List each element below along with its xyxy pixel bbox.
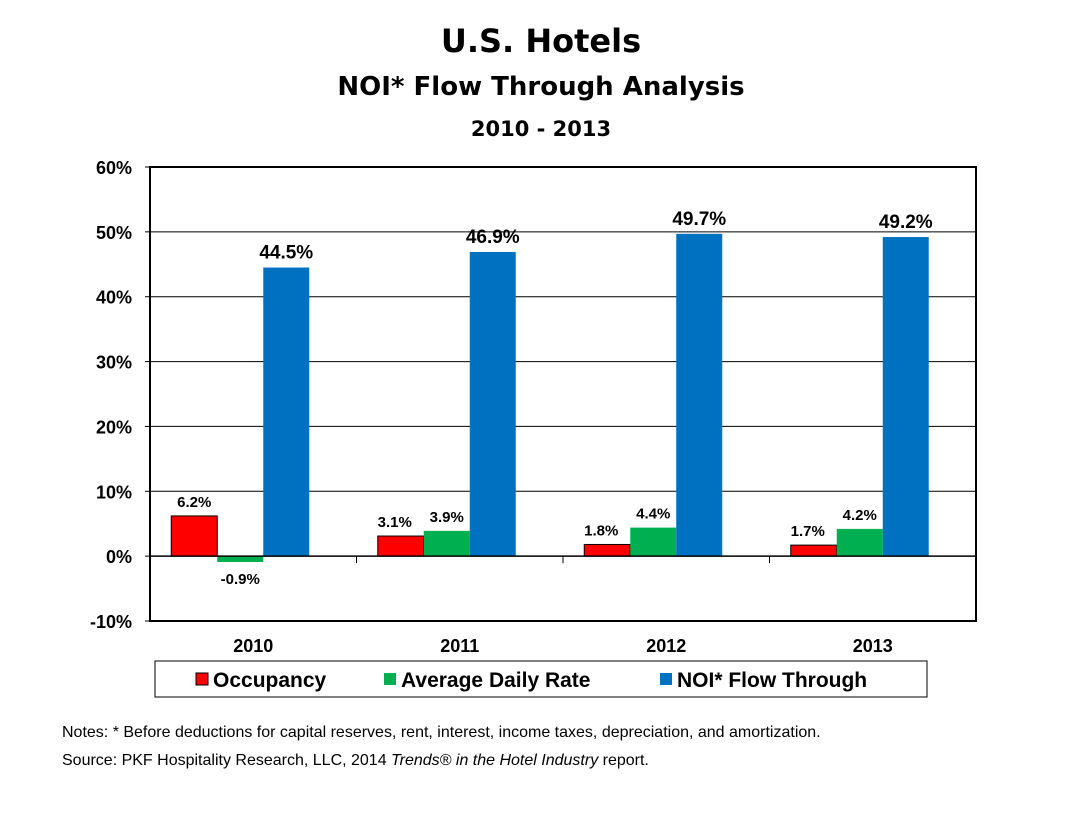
chart-subtitle: NOI* Flow Through Analysis bbox=[337, 72, 745, 102]
data-label: 44.5% bbox=[259, 243, 313, 264]
chart-title: U.S. Hotels bbox=[440, 22, 642, 60]
x-tick-label: 2011 bbox=[440, 636, 479, 656]
source-suffix: report. bbox=[598, 752, 649, 769]
bar-average-daily-rate-2010 bbox=[217, 556, 264, 562]
bar-occupancy-2013 bbox=[790, 544, 838, 557]
bar-average-daily-rate-2011 bbox=[423, 530, 470, 557]
data-label: 4.2% bbox=[843, 507, 877, 524]
x-tick-label: 2013 bbox=[853, 636, 893, 656]
data-label: 49.7% bbox=[672, 209, 726, 230]
legend-box bbox=[154, 660, 928, 698]
y-tick-label: -10% bbox=[90, 612, 132, 632]
legend-label: NOI* Flow Through bbox=[677, 669, 867, 692]
data-label: -0.9% bbox=[221, 571, 260, 588]
bar-average-daily-rate-2013 bbox=[836, 528, 883, 557]
source-prefix: Source: PKF Hospitality Research, LLC, 2… bbox=[62, 752, 392, 769]
data-label: 46.9% bbox=[466, 227, 520, 248]
y-tick-label: 50% bbox=[96, 223, 132, 243]
y-tick-label: 0% bbox=[106, 547, 132, 567]
legend-swatch bbox=[660, 673, 672, 685]
bar-average-daily-rate-2012 bbox=[630, 527, 677, 557]
legend-label: Occupancy bbox=[213, 669, 327, 692]
y-tick-label: 60% bbox=[96, 158, 132, 178]
notes-text: Notes: * Before deductions for capital r… bbox=[62, 724, 821, 741]
y-tick-label: 20% bbox=[96, 417, 132, 437]
data-label: 1.8% bbox=[584, 522, 618, 539]
chart-period: 2010 - 2013 bbox=[470, 117, 612, 141]
legend-swatch bbox=[195, 672, 209, 686]
legend-swatch bbox=[384, 673, 396, 685]
data-label: 3.9% bbox=[430, 509, 464, 526]
plot-area-border bbox=[149, 166, 977, 622]
x-tick-label: 2012 bbox=[646, 636, 686, 656]
bar-noi-flow-through-2012 bbox=[676, 233, 723, 557]
legend-label: Average Daily Rate bbox=[401, 669, 590, 692]
bar-noi-flow-through-2010 bbox=[263, 267, 310, 557]
bar-occupancy-2012 bbox=[583, 543, 631, 557]
y-tick-label: 30% bbox=[96, 353, 132, 373]
data-label: 4.4% bbox=[636, 506, 670, 523]
bar-noi-flow-through-2011 bbox=[469, 251, 516, 557]
data-label: 3.1% bbox=[378, 514, 412, 531]
x-tick-label: 2010 bbox=[233, 636, 273, 656]
bar-occupancy-2011 bbox=[377, 535, 425, 557]
y-tick-label: 40% bbox=[96, 288, 132, 308]
source-report-title: Trends® in the Hotel Industry bbox=[391, 752, 599, 769]
data-label: 1.7% bbox=[791, 523, 825, 540]
bar-occupancy-2010 bbox=[170, 515, 218, 557]
data-label: 6.2% bbox=[177, 494, 211, 511]
bar-noi-flow-through-2013 bbox=[882, 237, 929, 557]
bar-chart: -10% 0% 10% 20% 30% 40% 50% 60% 6.2% -0.9% 44.5% 20… bbox=[90, 158, 977, 698]
data-label: 49.2% bbox=[879, 212, 933, 233]
y-tick-label: 10% bbox=[96, 482, 132, 502]
source-text: Source: PKF Hospitality Research, LLC, 2… bbox=[62, 752, 649, 770]
